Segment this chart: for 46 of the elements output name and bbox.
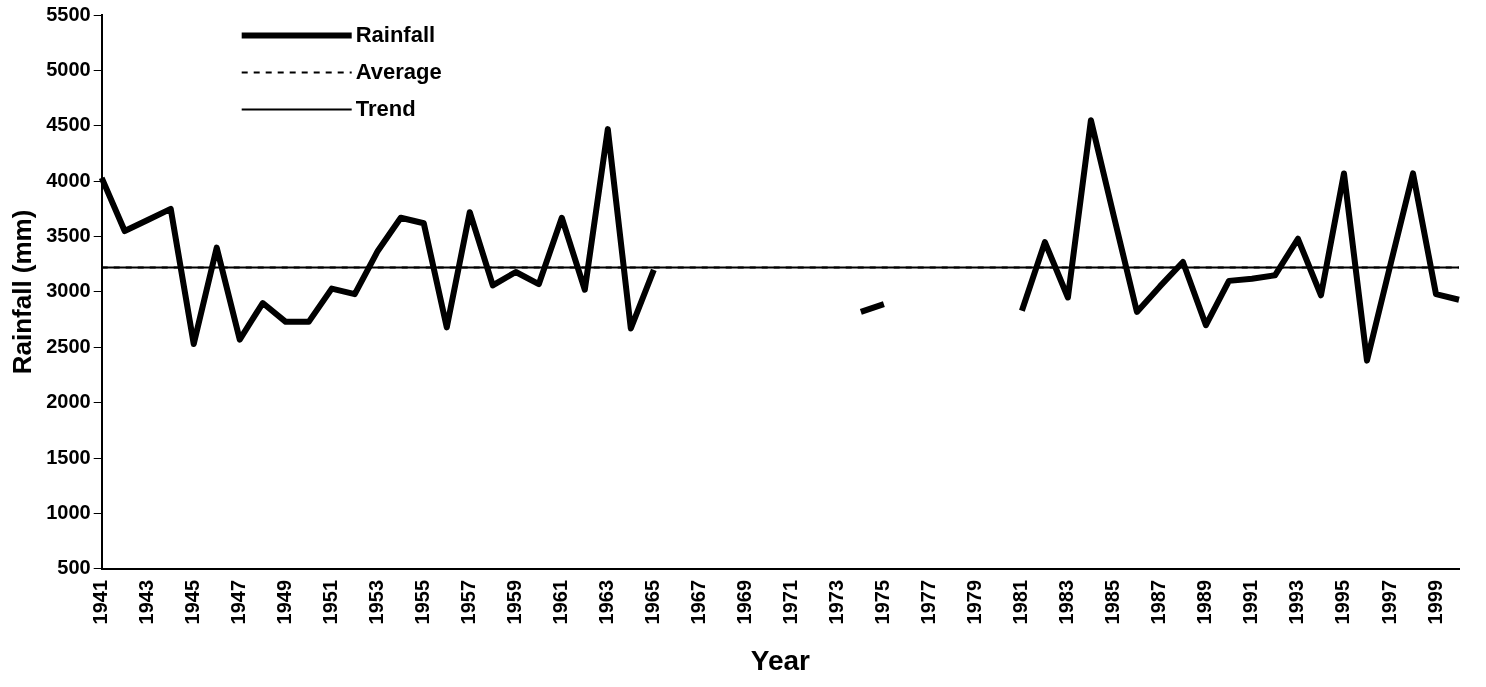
x-tick-label: 1949 bbox=[273, 579, 296, 625]
x-tick-label: 1987 bbox=[1147, 579, 1170, 625]
y-tick-label: 1000 bbox=[46, 501, 91, 524]
x-tick-label: 1969 bbox=[733, 579, 756, 625]
x-tick-label: 1993 bbox=[1285, 579, 1308, 625]
y-tick-label: 2500 bbox=[46, 334, 91, 357]
x-tick-label: 1955 bbox=[411, 579, 434, 625]
y-tick-label: 2000 bbox=[46, 390, 91, 413]
x-tick-label: 1951 bbox=[319, 579, 342, 625]
x-tick-label: 1997 bbox=[1377, 579, 1400, 625]
legend-label: Average bbox=[355, 58, 442, 84]
x-tick-label: 1967 bbox=[687, 579, 710, 625]
x-tick-label: 1959 bbox=[503, 579, 526, 625]
x-tick-label: 1985 bbox=[1101, 579, 1124, 625]
x-tick-label: 1977 bbox=[917, 579, 940, 625]
x-tick-label: 1961 bbox=[549, 579, 572, 625]
x-tick-label: 1965 bbox=[641, 579, 664, 625]
x-tick-label: 1943 bbox=[135, 579, 158, 625]
y-tick-label: 4000 bbox=[46, 168, 91, 191]
x-tick-label: 1973 bbox=[825, 579, 848, 625]
x-tick-label: 1963 bbox=[595, 579, 618, 625]
y-tick-label: 500 bbox=[57, 556, 91, 579]
x-tick-label: 1995 bbox=[1331, 579, 1354, 625]
y-tick-label: 3500 bbox=[46, 224, 91, 247]
x-tick-label: 1979 bbox=[963, 579, 986, 625]
x-tick-label: 1981 bbox=[1009, 579, 1032, 625]
legend-label: Trend bbox=[355, 95, 416, 121]
y-tick-label: 4500 bbox=[46, 113, 91, 136]
x-tick-label: 1947 bbox=[227, 579, 250, 625]
x-axis-title: Year bbox=[750, 644, 811, 676]
x-tick-label: 1945 bbox=[181, 579, 204, 625]
x-tick-label: 1971 bbox=[779, 579, 802, 625]
legend-label: Rainfall bbox=[355, 21, 436, 47]
x-tick-label: 1989 bbox=[1193, 579, 1216, 625]
x-tick-label: 1991 bbox=[1239, 579, 1262, 625]
x-tick-label: 1975 bbox=[871, 579, 894, 625]
y-tick-label: 3000 bbox=[46, 279, 91, 302]
x-tick-label: 1941 bbox=[89, 579, 112, 625]
x-tick-label: 1957 bbox=[457, 579, 480, 625]
y-tick-label: 1500 bbox=[46, 445, 91, 468]
x-tick-label: 1983 bbox=[1055, 579, 1078, 625]
y-axis-title: Rainfall (mm) bbox=[6, 209, 37, 375]
y-tick-label: 5500 bbox=[46, 2, 91, 25]
x-tick-label: 1953 bbox=[365, 579, 388, 625]
x-tick-label: 1999 bbox=[1423, 579, 1446, 625]
y-tick-label: 5000 bbox=[46, 57, 91, 80]
